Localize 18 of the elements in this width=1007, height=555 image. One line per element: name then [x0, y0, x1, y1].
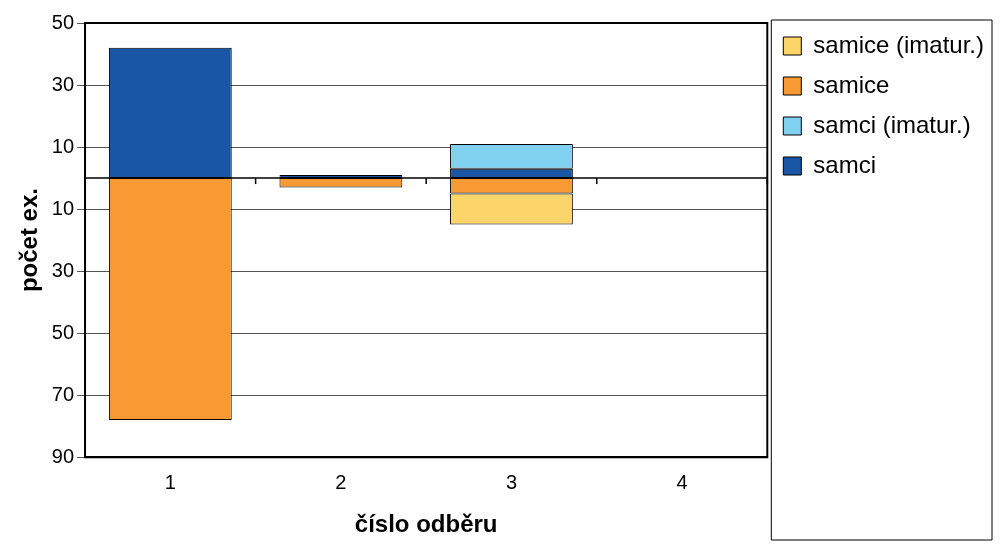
- legend-label: samci (imatur.): [813, 110, 971, 138]
- y-tick-label: 70: [51, 382, 75, 405]
- y-tick-label: 30: [51, 72, 75, 95]
- x-tick-label: 2: [335, 470, 347, 493]
- y-tick-label: 50: [51, 10, 75, 33]
- y-tick-label: 50: [51, 320, 75, 343]
- y-tick-label: 10: [51, 196, 75, 219]
- x-axis-title: číslo odběru: [354, 510, 498, 538]
- legend-label: samice: [813, 70, 890, 98]
- y-axis-title: počet ex.: [15, 188, 43, 293]
- x-tick-label: 1: [164, 470, 176, 493]
- y-tick-label: 30: [51, 258, 75, 281]
- x-tick-label: 3: [505, 470, 518, 493]
- y-tick-label: 10: [51, 134, 75, 157]
- legend-label: samice (imatur.): [813, 30, 985, 58]
- legend-label: samci: [813, 150, 876, 178]
- x-tick-label: 4: [676, 470, 688, 493]
- y-tick-label: 90: [51, 444, 75, 467]
